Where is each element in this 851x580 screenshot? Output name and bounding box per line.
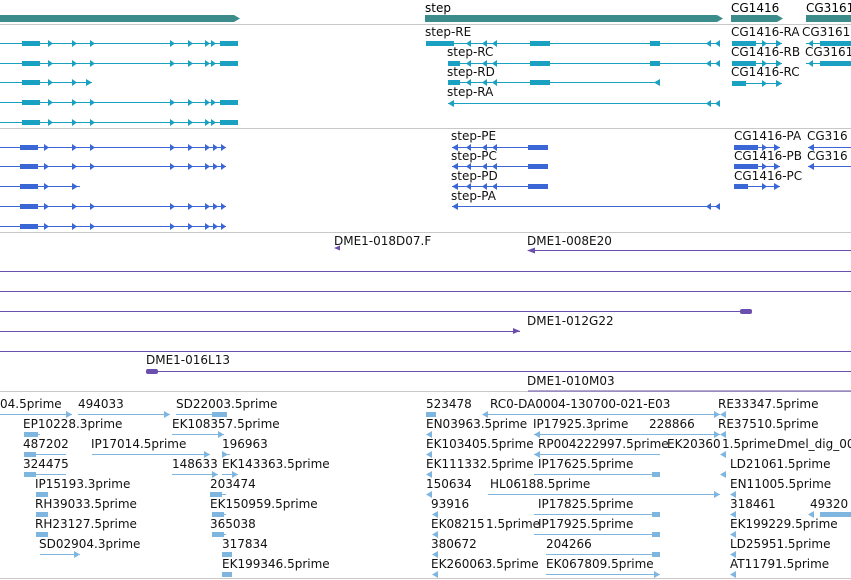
est-label[interactable]: IP17014.5prime [91, 437, 187, 451]
transcript-label[interactable]: CG3161 [802, 25, 851, 39]
est-label[interactable]: Dmel_dig_00 [777, 437, 851, 451]
est-label[interactable]: SD02904.3prime [39, 537, 141, 551]
est-label[interactable]: AT11791.5prime [730, 557, 830, 571]
est-label[interactable]: 04.5prime [0, 397, 62, 411]
est-label[interactable]: RH23127.5prime [35, 517, 137, 531]
est-label[interactable]: 487202 [23, 437, 69, 451]
est-label[interactable]: IP17625.5prime [538, 457, 634, 471]
protein-label[interactable]: CG1416-PB [734, 149, 803, 163]
est-label[interactable]: 150634 [426, 477, 472, 491]
gene-label-cg1416[interactable]: CG1416 [731, 1, 780, 15]
est-label[interactable]: 148633 [172, 457, 218, 471]
est-label[interactable]: SD22003.5prime [176, 397, 278, 411]
protein-label[interactable]: CG316 [807, 129, 848, 143]
clone-label[interactable]: DME1-012G22 [527, 314, 614, 328]
gene-cg3161-bar[interactable] [806, 15, 851, 22]
gene-left-bar[interactable] [0, 15, 240, 22]
est-label[interactable]: 380672 [431, 537, 477, 551]
protein-track [0, 144, 851, 230]
est-label[interactable]: RP004222997.5prime [538, 437, 669, 451]
est-label[interactable]: IP17925.3prime [533, 417, 629, 431]
est-label[interactable]: EK260063.5prime [431, 557, 539, 571]
clone-label[interactable]: DME1-008E20 [527, 234, 612, 248]
est-label[interactable]: RE33347.5prime [718, 397, 819, 411]
est-label[interactable]: 93916 [431, 497, 470, 511]
clone-track[interactable] [0, 245, 851, 392]
protein-label[interactable]: CG316 [807, 149, 848, 163]
est-label[interactable]: EK143363.5prime [222, 457, 330, 471]
est-label[interactable]: 1.5prime [486, 517, 541, 531]
transcript-label[interactable]: CG1416-RC [731, 65, 800, 79]
est-label[interactable]: EK108357.5prime [172, 417, 280, 431]
track-separators [0, 24, 851, 579]
est-label[interactable]: 324475 [23, 457, 69, 471]
est-label[interactable]: IP15193.3prime [35, 477, 131, 491]
est-label[interactable]: LD25951.5prime [730, 537, 831, 551]
est-label[interactable]: EK111332.5prime [426, 457, 534, 471]
est-label[interactable]: EK150959.5prime [210, 497, 318, 511]
est-label[interactable]: EK199346.5prime [222, 557, 330, 571]
transcript-step-rows[interactable] [426, 40, 720, 107]
est-label[interactable]: RH39033.5prime [35, 497, 137, 511]
transcript-label[interactable]: CG3161 [805, 45, 851, 59]
est-label[interactable]: EK067809.5prime [546, 557, 654, 571]
gene-track [0, 15, 851, 22]
est-label[interactable]: 49320 [810, 497, 849, 511]
protein-label[interactable]: step-PC [451, 149, 497, 163]
transcript-label[interactable]: step-RA [447, 85, 494, 99]
protein-left-rows[interactable] [0, 144, 226, 230]
transcript-left-rows[interactable] [0, 40, 238, 126]
est-label[interactable]: 523478 [426, 397, 472, 411]
transcript-label[interactable]: CG1416-RA [731, 25, 800, 39]
est-label[interactable]: 318461 [730, 497, 776, 511]
est-label[interactable]: 203474 [210, 477, 256, 491]
protein-label[interactable]: step-PD [451, 169, 498, 183]
est-label[interactable]: EK20360 [667, 437, 721, 451]
clone-label[interactable]: DME1-018D07.F [334, 234, 432, 248]
protein-step-rows[interactable] [452, 144, 720, 210]
est-label[interactable]: IP17925.5prime [538, 517, 634, 531]
gene-cg1416-bar[interactable] [731, 15, 783, 22]
est-label[interactable]: HL06188.5prime [490, 477, 591, 491]
transcript-track [0, 40, 851, 126]
est-label[interactable]: 196963 [222, 437, 268, 451]
est-label[interactable]: LD21061.5prime [730, 457, 831, 471]
transcript-cg-rows[interactable] [732, 40, 851, 87]
clone-label[interactable]: DME1-010M03 [527, 374, 615, 388]
est-label[interactable]: 204266 [546, 537, 592, 551]
est-label[interactable]: RE37510.5prime [718, 417, 819, 431]
gene-label-step[interactable]: step [425, 1, 451, 15]
est-label[interactable]: EN03963.5prime [426, 417, 528, 431]
gene-label-cg3161[interactable]: CG3161 [806, 1, 851, 15]
protein-cg-rows[interactable] [734, 144, 851, 190]
est-label[interactable]: 365038 [210, 517, 256, 531]
transcript-label[interactable]: step-RC [447, 45, 494, 59]
est-label[interactable]: EK103405.5prime [426, 437, 534, 451]
est-label[interactable]: IP17825.5prime [538, 497, 634, 511]
est-label[interactable]: EK199229.5prime [730, 517, 838, 531]
gene-step-bar[interactable] [425, 15, 723, 22]
protein-label[interactable]: step-PE [451, 129, 497, 143]
est-label[interactable]: EK08215 [431, 517, 485, 531]
protein-label[interactable]: CG1416-PC [734, 169, 803, 183]
est-label[interactable]: 228866 [649, 417, 695, 431]
clone-label[interactable]: DME1-016L13 [146, 353, 230, 367]
est-label[interactable]: 1.5prime [722, 437, 777, 451]
transcript-label[interactable]: step-RD [447, 65, 495, 79]
protein-label[interactable]: step-PA [451, 189, 496, 203]
transcript-label[interactable]: step-RE [425, 25, 472, 39]
est-label[interactable]: EP10228.3prime [23, 417, 123, 431]
est-label[interactable]: RC0-DA0004-130700-021-E03 [490, 397, 671, 411]
est-label[interactable]: 317834 [222, 537, 268, 551]
transcript-label[interactable]: CG1416-RB [731, 45, 801, 59]
protein-label[interactable]: CG1416-PA [734, 129, 802, 143]
est-label[interactable]: EN11005.5prime [730, 477, 832, 491]
est-label[interactable]: 494033 [78, 397, 124, 411]
est-track[interactable] [0, 411, 851, 578]
